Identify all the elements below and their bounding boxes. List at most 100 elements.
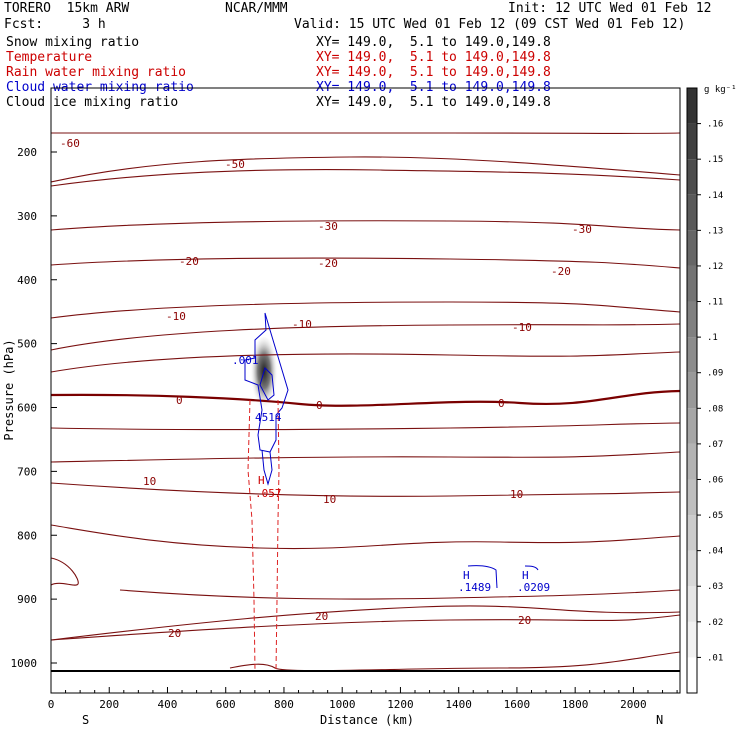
contour-label: 0 [498, 397, 505, 410]
colorbar-frame [686, 87, 698, 694]
snow-shading [250, 337, 278, 413]
colorbar-tick-label: .03 [707, 582, 723, 592]
contour-label: 0 [176, 394, 183, 407]
contour-label: -10 [512, 321, 532, 334]
y-tick-label: 300 [17, 210, 37, 223]
temp-contour--40 [51, 168, 680, 187]
contour-label: -10 [166, 310, 186, 323]
temp-contour--10b [51, 351, 680, 373]
colorbar-tick-label: .1 [707, 333, 718, 343]
contour-label: 10 [323, 493, 336, 506]
x-tick-label: 200 [99, 698, 119, 711]
legend-rain-xy: XY= 149.0, 5.1 to 149.0,149.8 [316, 65, 551, 80]
cloudwater-label: .0209 [517, 581, 550, 594]
colorbar-swatch [687, 88, 697, 124]
x-tick-label: 0 [48, 698, 55, 711]
x-tick-label: 600 [216, 698, 236, 711]
colorbar-swatch [687, 301, 697, 338]
rainwater-label: .057 [255, 487, 282, 500]
colorbar-tick-label: .16 [707, 120, 723, 130]
colorbar-swatch [687, 443, 697, 480]
x-tick-label: 1600 [504, 698, 531, 711]
cloudwater-label: H [522, 569, 529, 582]
temp-contour--60 [51, 132, 680, 134]
legend-cloudice-xy: XY= 149.0, 5.1 to 149.0,149.8 [316, 95, 551, 110]
legend-cloudice-label: Cloud ice mixing ratio [6, 95, 179, 110]
contour-label: 10 [143, 475, 156, 488]
y-tick-label: 1000 [11, 657, 38, 670]
x-end-label: N [656, 713, 663, 727]
cloudwater-label: H [463, 569, 470, 582]
cloudwater-contour-0209 [524, 565, 539, 571]
colorbar-tick-label: .11 [707, 298, 723, 308]
y-tick-label: 500 [17, 338, 37, 351]
center-label: NCAR/MMM [225, 1, 288, 16]
y-axis-title: Pressure (hPa) [2, 339, 16, 440]
temp-contour-10 [51, 482, 680, 497]
legend-snow-xy: XY= 149.0, 5.1 to 149.0,149.8 [316, 35, 551, 50]
temp-contour-12 [51, 524, 680, 550]
x-tick-label: 400 [158, 698, 178, 711]
colorbar-swatch [687, 408, 697, 444]
legend-temperature-label: Temperature [6, 50, 93, 65]
cloudwater-label: .1489 [458, 581, 491, 594]
contour-label: -20 [551, 265, 571, 278]
plot-frame [50, 87, 681, 694]
contour-label: 20 [168, 627, 181, 640]
valid-time: Valid: 15 UTC Wed 01 Feb 12 (09 CST Wed … [294, 17, 686, 32]
x-tick-label: 2000 [620, 698, 647, 711]
temp-contour-5 [51, 422, 680, 431]
colorbar-swatch [687, 123, 697, 160]
colorbar-tick-label: .08 [707, 404, 723, 414]
cloudwater-contour-inner [259, 367, 275, 401]
colorbar-swatch [687, 230, 697, 266]
colorbar-swatch [687, 586, 697, 622]
rainwater-contour-right [275, 399, 280, 672]
colorbar-tick-label: .04 [707, 547, 723, 557]
temp-contour-22 [229, 651, 680, 672]
contour-label: -50 [225, 158, 245, 171]
legend-rain-label: Rain water mixing ratio [6, 65, 187, 80]
colorbar-swatch [687, 265, 697, 302]
colorbar-unit: g kg⁻¹ [704, 85, 737, 95]
cloudwater-contour-low [261, 449, 273, 486]
contour-label: 20 [315, 610, 328, 623]
legend-temperature-xy: XY= 149.0, 5.1 to 149.0,149.8 [316, 50, 551, 65]
y-tick-label: 200 [17, 146, 37, 159]
temp-contour--20b [51, 301, 680, 319]
colorbar-tick-label: .12 [707, 262, 723, 272]
contour-label: -30 [318, 220, 338, 233]
colorbar-swatch [687, 194, 697, 231]
cloudwater-contour-1489 [467, 565, 498, 589]
temp-contour--10 [51, 323, 680, 351]
x-start-label: S [82, 713, 89, 727]
colorbar-tick-label: .05 [707, 511, 723, 521]
temp-contour--50 [51, 156, 680, 183]
cloudwater-label: .001 [232, 354, 259, 367]
forecast-hour: Fcst: 3 h [4, 17, 106, 32]
colorbar-swatch [687, 372, 697, 409]
colorbar-tick-label: .13 [707, 226, 723, 236]
cloudwater-label: 4514 [255, 411, 282, 424]
colorbar-tick-label: .14 [707, 191, 723, 201]
init-time: Init: 12 UTC Wed 01 Feb 12 [508, 1, 712, 16]
y-tick-label: 800 [17, 529, 37, 542]
contour-label: 20 [518, 614, 531, 627]
colorbar-swatch [687, 621, 697, 658]
model-title: TORERO 15km ARW [4, 1, 130, 16]
temp-contour-0 [51, 389, 680, 407]
contour-label: 10 [510, 488, 523, 501]
x-tick-label: 1800 [562, 698, 589, 711]
colorbar-tick-label: .15 [707, 155, 723, 165]
temp-contour-20 [51, 614, 680, 641]
temp-contour-7 [51, 451, 680, 463]
colorbar-swatch [687, 657, 697, 693]
colorbar-swatch [687, 479, 697, 516]
y-tick-label: 400 [17, 274, 37, 287]
temp-contour-18 [51, 605, 680, 641]
colorbar-tick-label: .09 [707, 369, 723, 379]
x-tick-label: 1400 [445, 698, 472, 711]
colorbar-swatch [687, 515, 697, 551]
contour-label: -20 [179, 255, 199, 268]
colorbar-tick-label: .07 [707, 440, 723, 450]
